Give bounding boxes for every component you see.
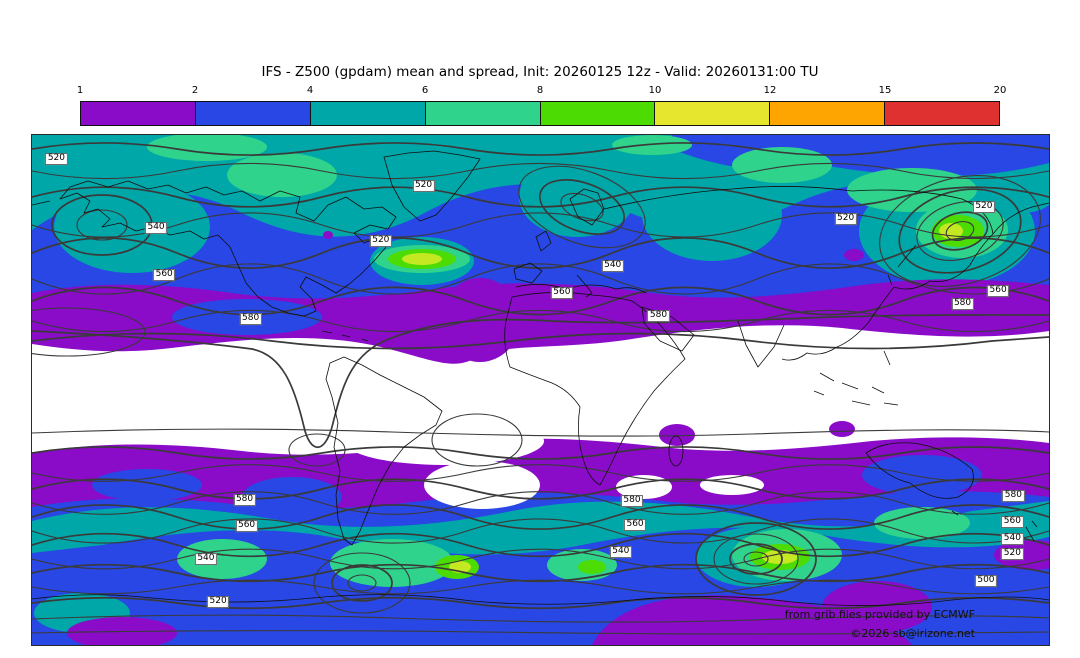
world-map: 520 520 520 520 520 540 540 560 560 560 580 580 580 5… xyxy=(31,134,1050,646)
colorbar-tick: 15 xyxy=(878,85,892,96)
colorbar-segment xyxy=(539,102,655,125)
colorbar-segment xyxy=(424,102,540,125)
colorbar-ticks: 1 2 4 6 8 10 12 15 20 xyxy=(76,85,1007,99)
colorbar xyxy=(80,101,1000,126)
credits: from grib files provided by ECMWF ©2026 … xyxy=(785,605,975,644)
colorbar-segment xyxy=(654,102,770,125)
credits-copyright: ©2026 sb@irizone.net xyxy=(850,626,975,640)
spread-fills xyxy=(32,135,1049,645)
credits-source: from grib files provided by ECMWF xyxy=(784,607,975,621)
coastlines xyxy=(32,150,1049,606)
world-map-svg xyxy=(32,135,1049,645)
colorbar-tick: 4 xyxy=(306,85,314,96)
colorbar-segment xyxy=(884,102,999,125)
chart-title: IFS - Z500 (gpdam) mean and spread, Init… xyxy=(261,64,819,80)
colorbar-segment xyxy=(309,102,425,125)
colorbar-tick: 20 xyxy=(993,85,1007,96)
colorbar-tick: 2 xyxy=(191,85,199,96)
colorbar-tick: 6 xyxy=(421,85,429,96)
colorbar-tick: 10 xyxy=(648,85,662,96)
colorbar-segment xyxy=(769,102,885,125)
colorbar-tick: 12 xyxy=(763,85,777,96)
colorbar-segment xyxy=(194,102,310,125)
colorbar-tick: 8 xyxy=(536,85,544,96)
height-contours xyxy=(32,142,1049,635)
colorbar-tick: 1 xyxy=(76,85,84,96)
colorbar-segment xyxy=(81,102,195,125)
